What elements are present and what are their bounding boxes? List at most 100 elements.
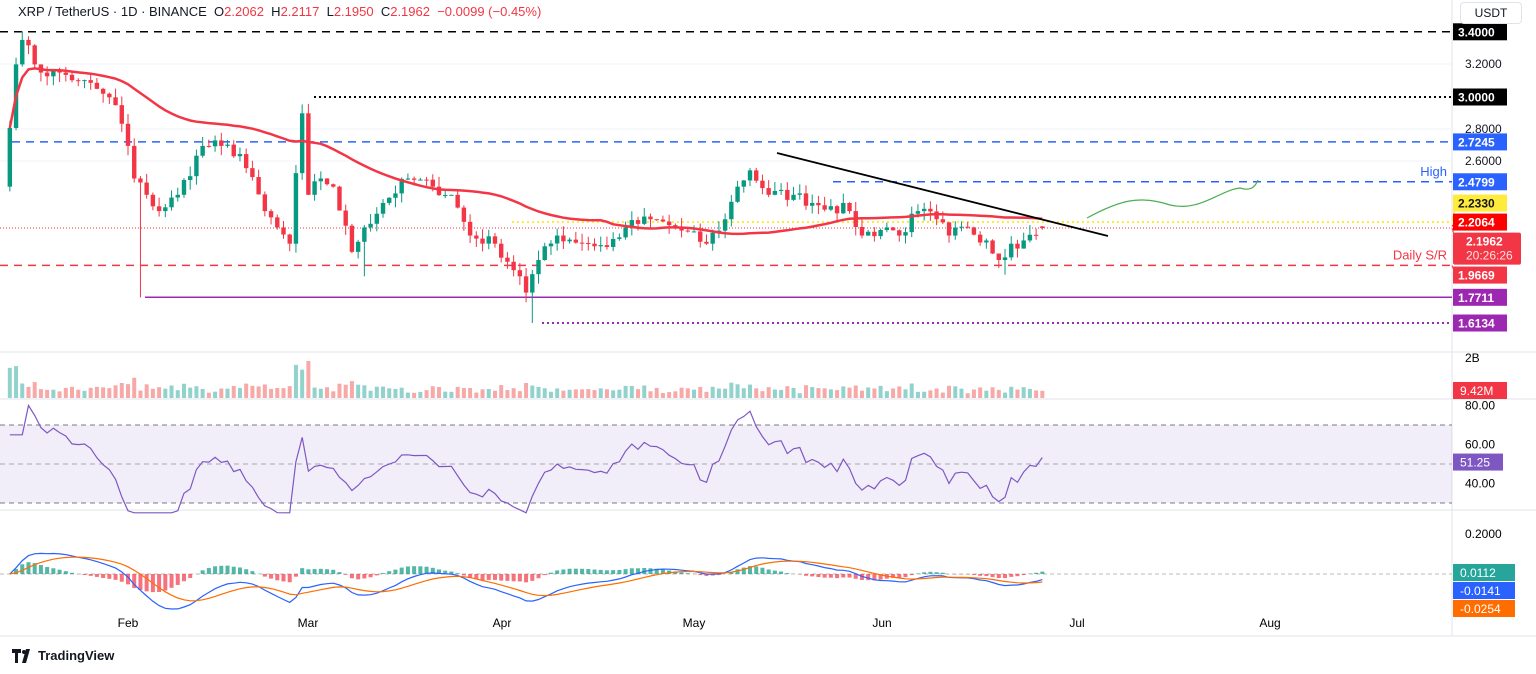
candle-body bbox=[362, 227, 367, 242]
macd-histogram-bar bbox=[524, 574, 529, 583]
candle-body bbox=[225, 144, 230, 146]
macd-histogram-bar bbox=[492, 574, 497, 580]
volume-bar bbox=[598, 388, 603, 398]
volume-bar bbox=[530, 385, 535, 398]
macd-histogram-bar bbox=[399, 567, 404, 574]
tradingview-logo[interactable]: TradingView bbox=[12, 648, 114, 663]
volume-bar bbox=[673, 391, 678, 398]
volume-bar bbox=[213, 391, 218, 398]
macd-histogram-bar bbox=[636, 568, 641, 574]
candle-body bbox=[760, 180, 765, 189]
macd-histogram-bar bbox=[598, 569, 603, 574]
volume-bar bbox=[82, 390, 87, 398]
macd-histogram-bar bbox=[480, 574, 485, 581]
volume-bar bbox=[922, 391, 927, 398]
macd-histogram-bar bbox=[741, 567, 746, 574]
volume-bar bbox=[181, 383, 186, 398]
candle-body bbox=[411, 178, 417, 180]
volume-bar bbox=[947, 385, 952, 398]
macd-histogram-bar bbox=[306, 569, 311, 574]
volume-bar bbox=[126, 384, 130, 398]
countdown-label: 20:26:26 bbox=[1466, 249, 1513, 263]
macd-histogram-bar bbox=[281, 574, 286, 582]
candle-body bbox=[822, 205, 827, 210]
currency-button[interactable]: USDT bbox=[1460, 2, 1522, 24]
macd-histogram-bar bbox=[287, 574, 292, 583]
symbol-header: XRP / TetherUS · 1D · BINANCE O2.2062 H2… bbox=[18, 4, 541, 19]
level-annotation: High bbox=[1420, 164, 1447, 179]
macd-histogram-bar bbox=[872, 574, 877, 581]
candle-body bbox=[262, 194, 268, 212]
candle-body bbox=[635, 220, 641, 224]
macd-histogram-bar bbox=[101, 574, 106, 578]
macd-histogram-bar bbox=[716, 574, 721, 576]
macd-histogram-bar bbox=[654, 568, 659, 574]
candle-body bbox=[523, 276, 529, 293]
macd-histogram-bar bbox=[903, 574, 908, 578]
volume-bar bbox=[517, 391, 522, 398]
candle-body bbox=[747, 170, 753, 181]
candle-body bbox=[841, 202, 846, 214]
macd-histogram-bar bbox=[841, 574, 846, 578]
volume-bar bbox=[984, 390, 989, 398]
candle-body bbox=[287, 234, 292, 244]
macd-histogram-bar bbox=[866, 574, 871, 581]
candle-body bbox=[617, 237, 622, 239]
open-value: 2.2062 bbox=[224, 4, 264, 19]
rsi-tick: 40.00 bbox=[1465, 477, 1495, 491]
candle-body bbox=[281, 227, 286, 235]
candle-body bbox=[194, 155, 199, 177]
candle-body bbox=[461, 207, 467, 222]
candle-body bbox=[499, 243, 504, 258]
price-label-bg bbox=[1453, 133, 1507, 151]
candle-body bbox=[946, 222, 952, 236]
macd-histogram-bar bbox=[244, 569, 249, 574]
volume-bar bbox=[480, 389, 485, 398]
macd-histogram-bar bbox=[356, 574, 361, 580]
volume-bar bbox=[393, 388, 398, 398]
macd-histogram-bar bbox=[461, 574, 466, 576]
candle-body bbox=[430, 179, 435, 187]
volume-bar bbox=[511, 388, 516, 398]
candle-body bbox=[312, 181, 317, 195]
macd-histogram-bar bbox=[909, 574, 914, 576]
macd-histogram-bar bbox=[237, 567, 242, 574]
candle-body bbox=[188, 176, 193, 180]
volume-bar bbox=[225, 388, 230, 398]
candle-body bbox=[648, 216, 653, 220]
volume-bar bbox=[219, 388, 224, 398]
macd-histogram-bar bbox=[107, 574, 112, 579]
candle-body bbox=[828, 206, 834, 210]
candle-body bbox=[984, 240, 989, 243]
macd-histogram-bar bbox=[604, 570, 609, 574]
candle-body bbox=[996, 253, 1001, 260]
volume-bar bbox=[325, 387, 330, 398]
volume-bar bbox=[281, 388, 286, 398]
candle-body bbox=[355, 241, 361, 252]
price-label-2.2064: 2.2064 bbox=[1458, 216, 1495, 230]
volume-bar bbox=[387, 388, 392, 398]
candle-body bbox=[181, 179, 187, 195]
macd-histogram-bar bbox=[785, 573, 790, 574]
volume-bar bbox=[399, 387, 404, 398]
volume-bar bbox=[953, 386, 958, 398]
macd-histogram-bar bbox=[20, 564, 25, 574]
macd-histogram-bar bbox=[567, 568, 572, 574]
macd-histogram-bar bbox=[1015, 574, 1020, 577]
candle-body bbox=[1027, 234, 1033, 241]
candle-body bbox=[1015, 243, 1020, 249]
volume-bar bbox=[461, 387, 466, 398]
macd-histogram-bar bbox=[51, 568, 56, 574]
macd-histogram-bar bbox=[897, 574, 902, 578]
volume-bar bbox=[791, 388, 796, 398]
volume-bar bbox=[978, 387, 983, 398]
macd-histogram-bar bbox=[698, 574, 703, 576]
volume-bar bbox=[729, 382, 734, 398]
macd-histogram-bar bbox=[32, 563, 37, 574]
candle-body bbox=[26, 39, 31, 46]
volume-bar bbox=[934, 388, 939, 398]
volume-bar bbox=[119, 383, 124, 398]
close-label: C bbox=[380, 4, 391, 19]
candle-body bbox=[443, 195, 448, 197]
